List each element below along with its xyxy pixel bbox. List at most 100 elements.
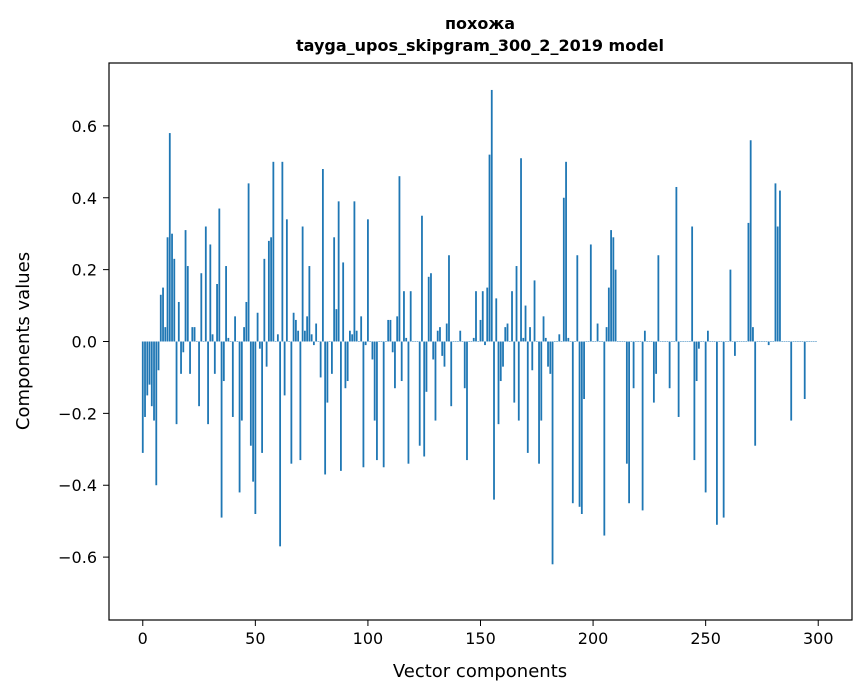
bar: [297, 330, 300, 342]
bar: [770, 341, 772, 342]
bar: [346, 341, 349, 382]
bar: [150, 341, 153, 407]
bar: [693, 341, 696, 461]
bar: [263, 258, 266, 342]
bar: [461, 341, 464, 342]
x-tick-label: 300: [803, 629, 834, 648]
bar: [414, 341, 417, 342]
bar: [668, 341, 671, 389]
bar: [218, 208, 221, 342]
bar: [364, 341, 367, 346]
bar: [213, 341, 216, 374]
bar: [729, 269, 732, 342]
bar: [650, 341, 653, 342]
bar: [189, 341, 191, 374]
bar: [405, 337, 408, 342]
bar: [202, 341, 205, 342]
bar: [704, 341, 707, 493]
bar: [276, 334, 279, 342]
bar: [231, 341, 234, 417]
bar: [252, 341, 254, 482]
bar: [632, 341, 635, 389]
bar: [319, 341, 322, 378]
bar: [736, 341, 739, 342]
bar: [709, 341, 712, 342]
bar: [675, 186, 678, 342]
bar: [211, 334, 214, 342]
bar: [162, 287, 164, 342]
bar: [785, 341, 788, 342]
bar: [767, 341, 770, 346]
bar: [200, 273, 203, 342]
bar: [312, 341, 315, 346]
bar: [567, 337, 570, 342]
bar: [261, 341, 263, 453]
bar: [677, 341, 680, 417]
bar: [556, 341, 558, 342]
bar: [317, 341, 320, 342]
bar: [612, 237, 615, 342]
bar: [369, 341, 372, 342]
bar: [303, 330, 306, 342]
bar: [499, 341, 502, 382]
bar: [240, 341, 243, 421]
y-axis-label: Components values: [13, 252, 34, 430]
bar: [522, 337, 525, 342]
x-axis-ticks: 0 50 100 150 200 250 300: [138, 620, 834, 648]
bar: [756, 341, 759, 342]
x-tick-label: 0: [138, 629, 148, 648]
bar: [418, 341, 421, 446]
bar: [578, 341, 581, 507]
bar: [373, 341, 376, 421]
bar: [740, 341, 743, 342]
bar: [659, 341, 662, 342]
bar: [517, 341, 520, 421]
bar: [747, 222, 750, 342]
bar: [652, 341, 655, 403]
bar: [637, 341, 640, 342]
bar: [472, 337, 475, 342]
bar: [806, 341, 808, 342]
bar: [553, 341, 556, 342]
bar: [207, 341, 209, 425]
bar: [515, 266, 518, 342]
bar: [661, 341, 664, 342]
bar: [490, 89, 493, 342]
bar: [457, 341, 459, 342]
bar: [144, 341, 146, 417]
bar: [749, 140, 752, 342]
bar: [598, 341, 601, 342]
bar: [475, 291, 477, 342]
bar: [621, 341, 624, 342]
y-axis-ticks: −0.6 −0.4 −0.2 0.0 0.2 0.4 0.6: [58, 117, 109, 567]
bar: [326, 341, 329, 403]
bar: [396, 316, 399, 342]
bar: [763, 341, 766, 342]
bar: [227, 337, 230, 342]
bar: [331, 341, 333, 374]
bar: [508, 341, 511, 342]
bar: [535, 341, 538, 342]
bar: [619, 341, 621, 342]
bar: [657, 255, 660, 342]
bar: [340, 341, 342, 471]
bar: [684, 341, 687, 342]
bar: [358, 341, 360, 342]
bar: [416, 341, 419, 342]
bar: [254, 341, 257, 514]
bar: [376, 341, 378, 461]
bar: [423, 341, 426, 457]
bar: [148, 341, 151, 385]
bar: [790, 341, 793, 421]
bar: [504, 327, 507, 342]
bar: [752, 327, 754, 342]
bar: [544, 337, 547, 342]
bar: [290, 341, 293, 464]
bar: [808, 341, 811, 342]
bar: [360, 316, 363, 342]
bar: [245, 301, 248, 342]
bar: [157, 341, 160, 371]
y-tick-label: 0.4: [72, 189, 97, 208]
bar: [686, 341, 689, 342]
